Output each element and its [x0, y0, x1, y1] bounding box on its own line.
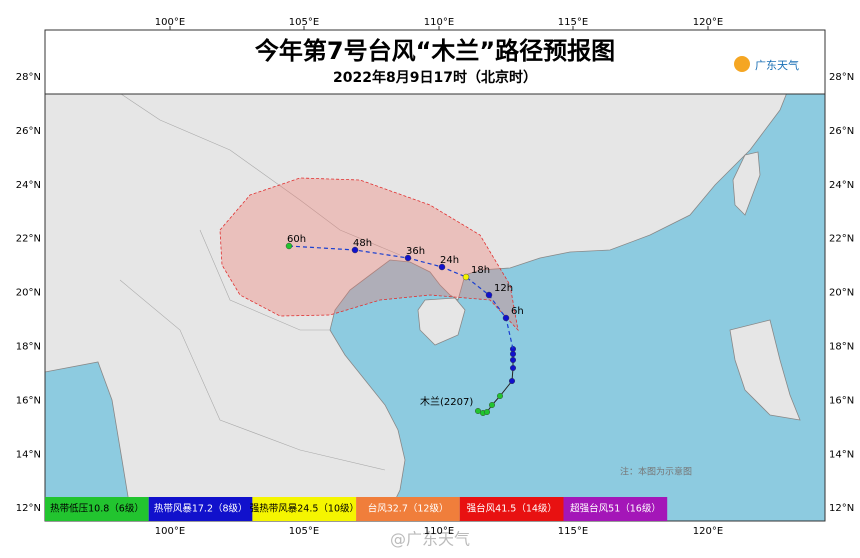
forecast-point — [351, 246, 359, 254]
forecast-track — [288, 245, 514, 350]
legend-label: 强热带风暴24.5（10级） — [250, 503, 359, 515]
typhoon-name: 木兰(2207) — [420, 395, 473, 408]
forecast-point — [404, 254, 412, 262]
lat-label: 18°N — [16, 342, 41, 353]
forecast-label: 48h — [353, 238, 372, 249]
legend-label: 强台风41.5（14级） — [467, 503, 557, 515]
legend-label: 热带低压10.8（6级） — [50, 503, 144, 515]
forecast-point — [438, 263, 446, 271]
lat-label: 22°N — [16, 234, 41, 245]
past-point — [484, 409, 491, 416]
legend-swatch — [563, 497, 668, 521]
lat-label: 16°N — [16, 395, 41, 406]
lat-label: 22°N — [829, 234, 854, 245]
borders — [99, 79, 401, 471]
taiwan — [732, 151, 761, 216]
lat-label: 12°N — [829, 503, 854, 514]
lon-label: 100°E — [155, 17, 185, 28]
lat-label: 24°N — [829, 180, 854, 191]
lat-label: 28°N — [829, 72, 854, 83]
forecast-point — [462, 273, 470, 281]
forecast-point — [485, 291, 493, 299]
legend-swatch — [252, 497, 357, 521]
lat-label: 14°N — [829, 449, 854, 460]
past-point — [497, 393, 504, 400]
border — [119, 279, 386, 471]
lon-label: 115°E — [558, 526, 588, 537]
legend-label: 热带风暴17.2（8级） — [154, 503, 248, 515]
forecast-point — [502, 314, 510, 322]
past-point — [510, 357, 517, 364]
mainland — [44, 29, 806, 522]
subtitle: 2022年8月9日17时（北京时） — [333, 69, 537, 86]
border — [199, 229, 330, 331]
lat-label: 12°N — [16, 503, 41, 514]
legend-swatch — [148, 497, 253, 521]
legend-swatch — [459, 497, 564, 521]
logo-text: 广东天气 — [755, 58, 799, 72]
lat-label: 20°N — [16, 288, 41, 299]
forecast-label: 24h — [440, 255, 459, 266]
lon-label: 110°E — [424, 17, 454, 28]
lon-label: 105°E — [289, 526, 319, 537]
legend-label: 台风32.7（12级） — [368, 503, 449, 515]
hainan — [417, 297, 466, 346]
lon-label: 100°E — [155, 526, 185, 537]
past-point — [510, 351, 517, 358]
legend-swatch — [356, 497, 460, 521]
lat-label: 18°N — [829, 342, 854, 353]
watermark: @广东天气 — [390, 530, 470, 549]
past-point — [489, 402, 496, 409]
lon-label: 110°E — [424, 526, 454, 537]
lat-label: 26°N — [829, 126, 854, 137]
title: 今年第7号台风“木兰”路径预报图 — [255, 37, 615, 65]
forecast-point — [285, 242, 293, 250]
logo-icon — [734, 56, 750, 72]
forecast-label: 18h — [471, 265, 490, 276]
lon-label: 105°E — [289, 17, 319, 28]
lon-label: 115°E — [558, 17, 588, 28]
forecast-label: 60h — [287, 234, 306, 245]
lon-label: 120°E — [693, 526, 723, 537]
header-box — [44, 29, 826, 95]
past-point — [510, 346, 517, 353]
past-point — [475, 408, 482, 415]
lat-label: 24°N — [16, 180, 41, 191]
past-point — [510, 365, 517, 372]
past-point — [509, 378, 516, 385]
note: 注：本图为示意图 — [620, 466, 692, 478]
border — [99, 79, 401, 256]
luzon — [729, 319, 801, 421]
forecast-label: 6h — [511, 306, 524, 317]
lat-label: 28°N — [16, 72, 41, 83]
legend-swatch — [45, 497, 149, 521]
lat-label: 14°N — [16, 449, 41, 460]
forecast-label: 12h — [494, 283, 513, 294]
lon-label: 120°E — [693, 17, 723, 28]
legend-label: 超强台风51（16级） — [570, 503, 661, 515]
forecast-label: 36h — [406, 246, 425, 257]
lat-label: 20°N — [829, 288, 854, 299]
lat-label: 26°N — [16, 126, 41, 137]
forecast-cone — [219, 177, 519, 332]
lat-label: 16°N — [829, 395, 854, 406]
